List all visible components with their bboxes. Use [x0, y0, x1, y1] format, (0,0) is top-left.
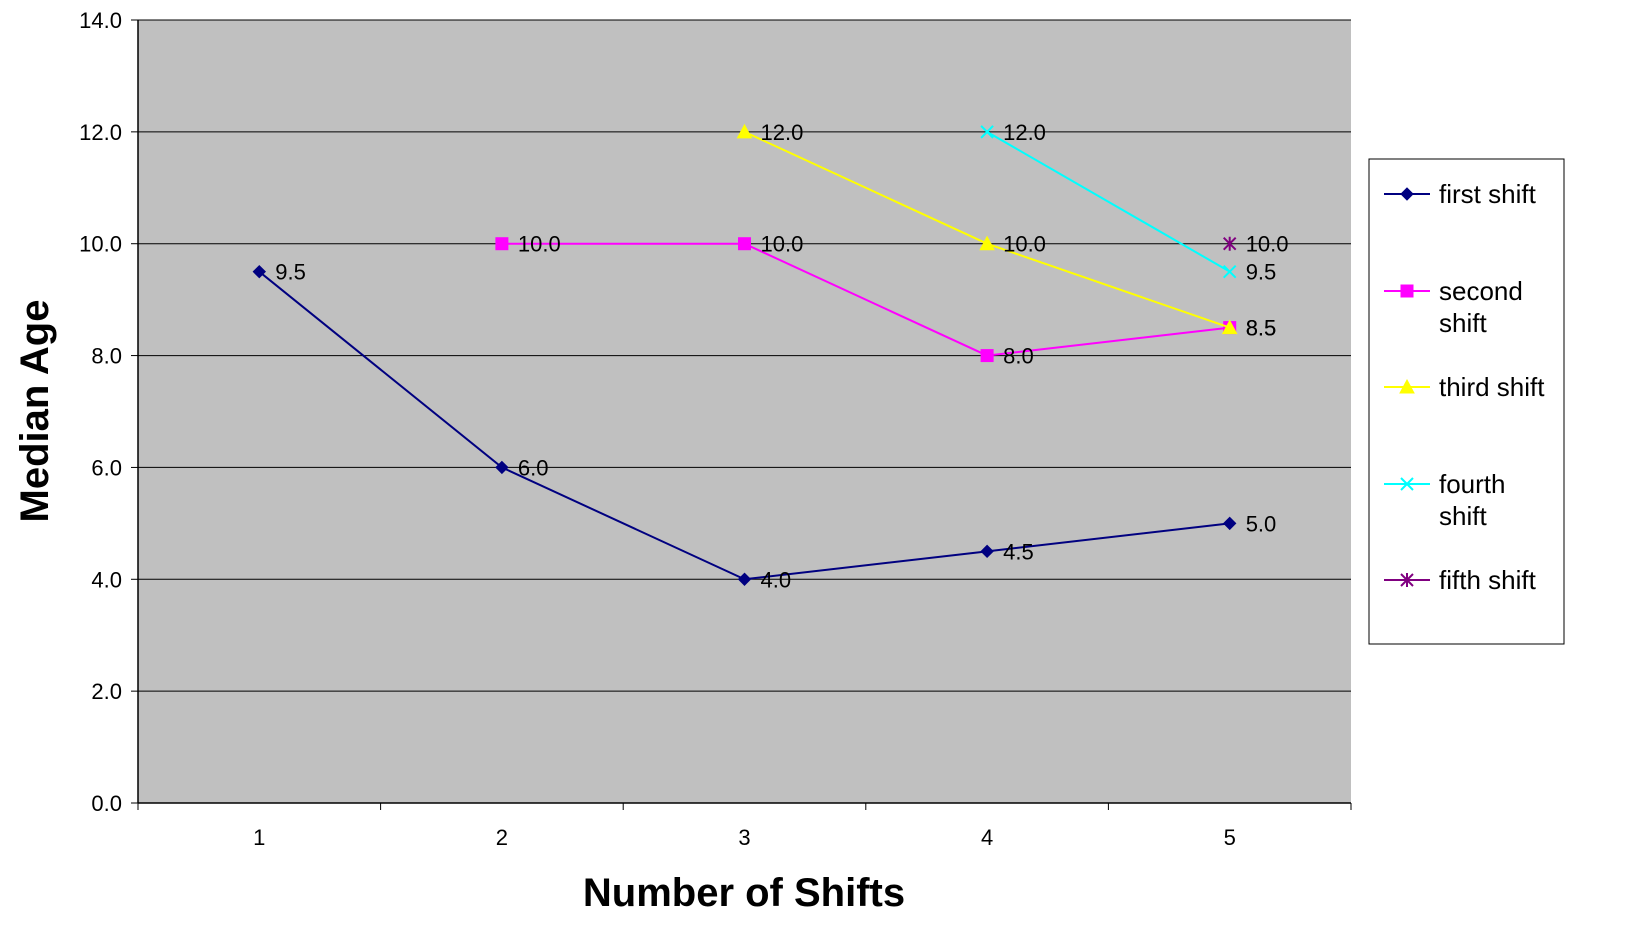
- y-tick-label: 14.0: [79, 8, 122, 33]
- axes: 0.0 2.0 4.0 6.0 8.0 10.0 12.0 14.0 1 2 3 4 5: [79, 8, 1352, 850]
- marker-x: [1222, 264, 1237, 279]
- series-line-second-shift: [501, 242, 1230, 357]
- x-tick-label: 1: [253, 825, 265, 850]
- marker-square: [495, 237, 509, 251]
- legend-item-fifth-shift: fifth shift: [1384, 565, 1537, 595]
- legend-label-line: second: [1439, 276, 1523, 306]
- marker-diamond: [980, 544, 994, 559]
- data-label: 10.0: [1246, 232, 1289, 257]
- y-tick-label: 12.0: [79, 120, 122, 145]
- data-label: 10.0: [518, 232, 561, 257]
- x-tick-label: 4: [981, 825, 993, 850]
- marker-diamond: [1400, 187, 1414, 201]
- data-label: 8.5: [1246, 316, 1277, 341]
- marker-triangle: [979, 235, 995, 251]
- marker-triangle: [1221, 319, 1238, 335]
- data-label: 9.5: [275, 260, 306, 285]
- y-tick-label: 10.0: [79, 232, 122, 257]
- marker-diamond: [252, 264, 267, 279]
- marker-triangle: [736, 123, 753, 139]
- y-tick-label: 8.0: [91, 344, 122, 369]
- x-tick-label: 5: [1224, 825, 1236, 850]
- series-line-fourth-shift: [986, 130, 1231, 273]
- y-tick-label: 4.0: [91, 567, 122, 592]
- marker-star: [1222, 236, 1237, 251]
- marker-square: [1400, 284, 1414, 298]
- data-labels: 9.56.04.04.55.010.0 10.08.08.512.010.08.5…: [275, 120, 1288, 592]
- marker-square: [738, 237, 751, 251]
- legend-label: fifth shift: [1439, 565, 1537, 595]
- legend-label-line: fourth: [1439, 469, 1506, 499]
- x-tick-label: 2: [496, 825, 508, 850]
- data-label: 6.0: [518, 455, 549, 480]
- y-tick-label: 2.0: [91, 679, 122, 704]
- marker-square: [980, 349, 994, 363]
- legend-label-line: shift: [1439, 501, 1487, 531]
- legend-label: third shift: [1439, 372, 1545, 402]
- data-label: 10.0: [1003, 232, 1046, 257]
- series-lines: [252, 123, 1238, 586]
- data-label: 4.0: [761, 567, 792, 592]
- data-label: 12.0: [761, 120, 804, 145]
- data-label: 5.0: [1246, 511, 1277, 536]
- marker-diamond: [1222, 516, 1237, 531]
- marker-diamond: [737, 572, 752, 586]
- legend-box: [1368, 158, 1565, 645]
- legend-label: fourth shift: [1439, 469, 1506, 531]
- y-axis-title: Median Age: [13, 300, 57, 523]
- legend-item-third-shift: third shift: [1384, 372, 1545, 402]
- x-tick-label: 3: [738, 825, 750, 850]
- data-label: 9.5: [1246, 260, 1277, 285]
- y-tick-label: 6.0: [91, 455, 122, 480]
- data-label: 4.5: [1003, 539, 1034, 564]
- data-label: 8.5: [1246, 316, 1277, 341]
- data-label: 10.0: [761, 232, 804, 257]
- legend-label: first shift: [1439, 179, 1537, 209]
- legend-item-second-shift: second shift: [1384, 276, 1523, 338]
- marker-x: [1400, 477, 1414, 491]
- data-label: 8.0: [1003, 344, 1034, 369]
- plot-area: [138, 20, 1351, 803]
- marker-diamond: [495, 460, 509, 475]
- marker-star: [1400, 573, 1414, 587]
- legend-label-line: shift: [1439, 308, 1487, 338]
- y-tick-label: 0.0: [91, 791, 122, 816]
- legend-item-first-shift: first shift: [1384, 179, 1537, 209]
- marker-x: [980, 125, 994, 139]
- legend-item-fourth-shift: fourth shift: [1384, 469, 1506, 531]
- legend-label: second shift: [1439, 276, 1523, 338]
- data-label: 12.0: [1003, 120, 1046, 145]
- x-axis-title: Number of Shifts: [583, 871, 905, 915]
- marker-triangle: [1399, 378, 1415, 394]
